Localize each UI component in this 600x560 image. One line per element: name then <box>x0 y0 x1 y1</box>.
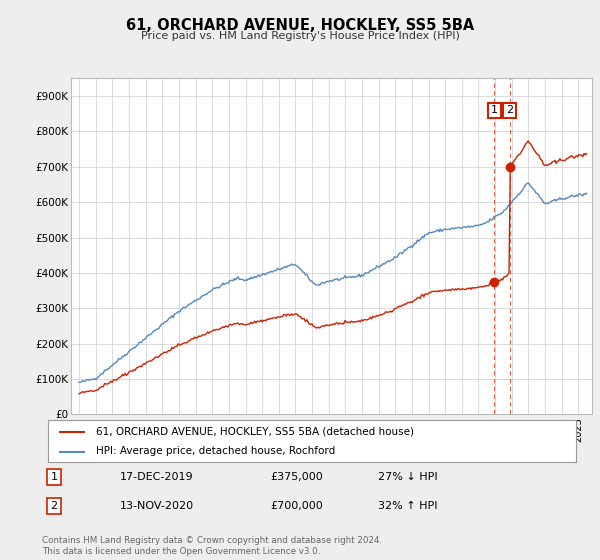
Text: 61, ORCHARD AVENUE, HOCKLEY, SS5 5BA: 61, ORCHARD AVENUE, HOCKLEY, SS5 5BA <box>126 18 474 33</box>
Text: 1: 1 <box>491 105 498 115</box>
Text: 17-DEC-2019: 17-DEC-2019 <box>120 472 194 482</box>
Text: 27% ↓ HPI: 27% ↓ HPI <box>378 472 437 482</box>
Text: Price paid vs. HM Land Registry's House Price Index (HPI): Price paid vs. HM Land Registry's House … <box>140 31 460 41</box>
Text: 2: 2 <box>50 501 58 511</box>
Text: 2: 2 <box>506 105 513 115</box>
Text: 61, ORCHARD AVENUE, HOCKLEY, SS5 5BA (detached house): 61, ORCHARD AVENUE, HOCKLEY, SS5 5BA (de… <box>95 427 413 437</box>
Text: 32% ↑ HPI: 32% ↑ HPI <box>378 501 437 511</box>
Text: 1: 1 <box>50 472 58 482</box>
Text: £375,000: £375,000 <box>270 472 323 482</box>
Text: £700,000: £700,000 <box>270 501 323 511</box>
Text: HPI: Average price, detached house, Rochford: HPI: Average price, detached house, Roch… <box>95 446 335 456</box>
Text: 13-NOV-2020: 13-NOV-2020 <box>120 501 194 511</box>
Text: Contains HM Land Registry data © Crown copyright and database right 2024.
This d: Contains HM Land Registry data © Crown c… <box>42 536 382 556</box>
